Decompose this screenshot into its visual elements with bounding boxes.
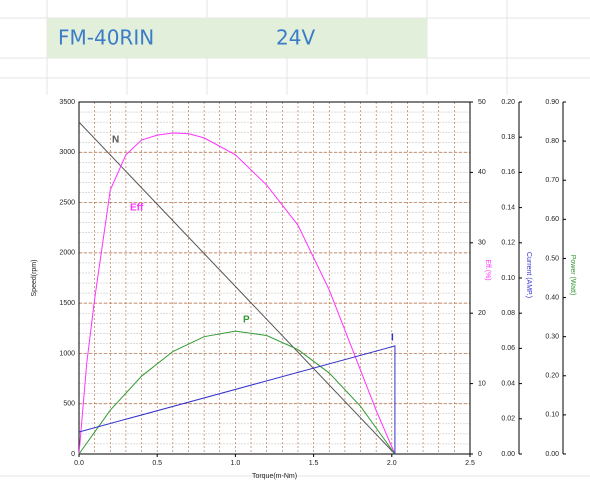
y-tick-label: 2000 <box>59 250 75 257</box>
plot-border <box>78 101 471 455</box>
x-tick-label: 0.5 <box>152 460 162 467</box>
tick-label: 0.02 <box>501 416 515 423</box>
tick-label: 20 <box>478 310 486 317</box>
tick-label: 0.70 <box>545 177 559 184</box>
y-tick-label: 3000 <box>59 149 75 156</box>
series-line <box>78 121 396 455</box>
tick-label: 0.20 <box>501 99 515 106</box>
y3-axis-title: Current (AMP.) <box>525 252 532 298</box>
voltage: 24V <box>276 26 315 50</box>
y-tick-label: 0 <box>71 451 75 458</box>
series-label: I <box>391 333 394 344</box>
tick-label: 0.00 <box>545 451 559 458</box>
series-label: P <box>243 315 250 326</box>
series-label: Eff <box>130 203 144 214</box>
tick-label: 0.16 <box>501 169 515 176</box>
y-tick-label: 3500 <box>59 99 75 106</box>
series-line <box>78 132 396 455</box>
series-label: N <box>112 135 119 146</box>
y4-axis-title: Power (Watt) <box>569 255 576 296</box>
y-axis-title: Speed(rpm) <box>31 260 38 297</box>
tick-label: 0.04 <box>501 380 515 387</box>
y-tick-label: 1500 <box>59 300 75 307</box>
x-axis-title: Torque(m-Nm) <box>252 473 297 480</box>
tick-label: 0.06 <box>501 345 515 352</box>
tick-label: 40 <box>478 169 486 176</box>
y-tick-label: 1000 <box>59 350 75 357</box>
x-tick-label: 1.0 <box>231 460 241 467</box>
tick-label: 0.10 <box>501 275 515 282</box>
tick-label: 0.50 <box>545 255 559 262</box>
plot-area <box>79 102 470 454</box>
tick-label: 30 <box>478 240 486 247</box>
x-tick-label: 1.5 <box>309 460 319 467</box>
model: FM-40RIN <box>58 26 154 50</box>
tick-label: 0.90 <box>545 99 559 106</box>
y-tick-label: 500 <box>63 401 75 408</box>
tick-label: 0.20 <box>545 373 559 380</box>
tick-label: 0.10 <box>545 412 559 419</box>
y2-axis-title: Eff.(%) <box>484 259 491 280</box>
x-tick-label: 2.0 <box>387 460 397 467</box>
y-tick-label: 2500 <box>59 199 75 206</box>
x-tick-label: 2.5 <box>465 460 475 467</box>
tick-label: 0.60 <box>545 216 559 223</box>
header-box <box>47 18 427 58</box>
tick-label: 0.08 <box>501 310 515 317</box>
tick-label: 0.30 <box>545 334 559 341</box>
tick-label: 10 <box>478 380 486 387</box>
tick-label: 0.00 <box>501 451 515 458</box>
tick-label: 0.14 <box>501 204 515 211</box>
tick-label: 0.12 <box>501 240 515 247</box>
tick-label: 0.80 <box>545 138 559 145</box>
x-tick-label: 0.0 <box>74 460 84 467</box>
tick-label: 0 <box>478 451 482 458</box>
tick-label: 50 <box>478 99 486 106</box>
series-line <box>78 330 396 455</box>
tick-label: 0.18 <box>501 134 515 141</box>
tick-label: 0.40 <box>545 294 559 301</box>
series-line <box>78 345 396 454</box>
